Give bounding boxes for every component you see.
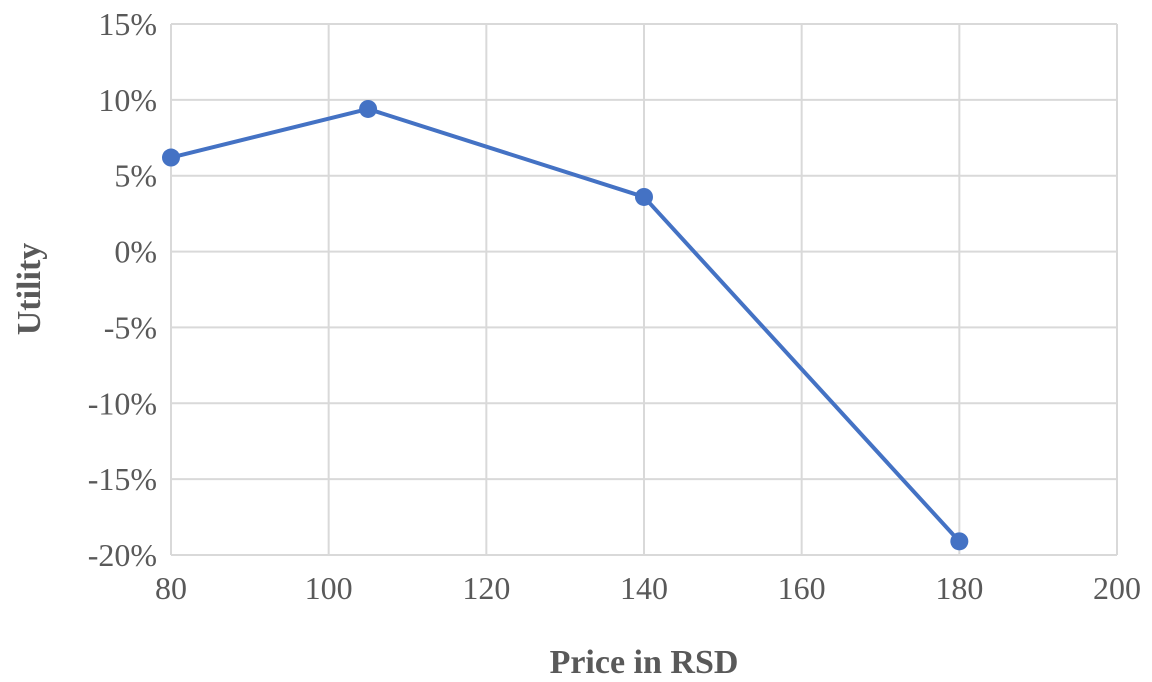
y-tick-label: 5%: [114, 158, 157, 194]
x-tick-label: 140: [620, 570, 668, 606]
x-tick-label: 120: [462, 570, 510, 606]
y-tick-label: -15%: [88, 461, 157, 497]
data-point-marker: [635, 187, 653, 206]
x-tick-label: 160: [778, 570, 826, 606]
x-axis-title: Price in RSD: [550, 644, 739, 677]
data-point-marker: [162, 148, 180, 167]
series-line: [169, 106, 962, 544]
x-tick-label: 80: [155, 570, 187, 606]
x-tick-label: 100: [305, 570, 353, 606]
data-point-marker: [950, 532, 969, 551]
y-tick-label: -10%: [88, 385, 157, 421]
y-axis-title: Utility: [11, 243, 48, 336]
x-tick-label: 180: [935, 570, 983, 606]
data-point-marker: [359, 99, 378, 118]
y-tick-label: 15%: [98, 6, 157, 42]
grid: [170, 23, 1118, 556]
y-axis-ticks: 15% 10% 5% 0% -5% -10% -15% -20%: [88, 6, 157, 573]
y-tick-label: 10%: [98, 82, 157, 118]
y-tick-label: 0%: [114, 234, 157, 270]
x-axis-ticks: 80 100 120 140 160 180 200: [155, 570, 1141, 606]
x-tick-label: 200: [1093, 570, 1141, 606]
y-tick-label: -5%: [104, 309, 157, 345]
y-tick-label: -20%: [88, 537, 157, 573]
series-layer: [162, 99, 969, 551]
